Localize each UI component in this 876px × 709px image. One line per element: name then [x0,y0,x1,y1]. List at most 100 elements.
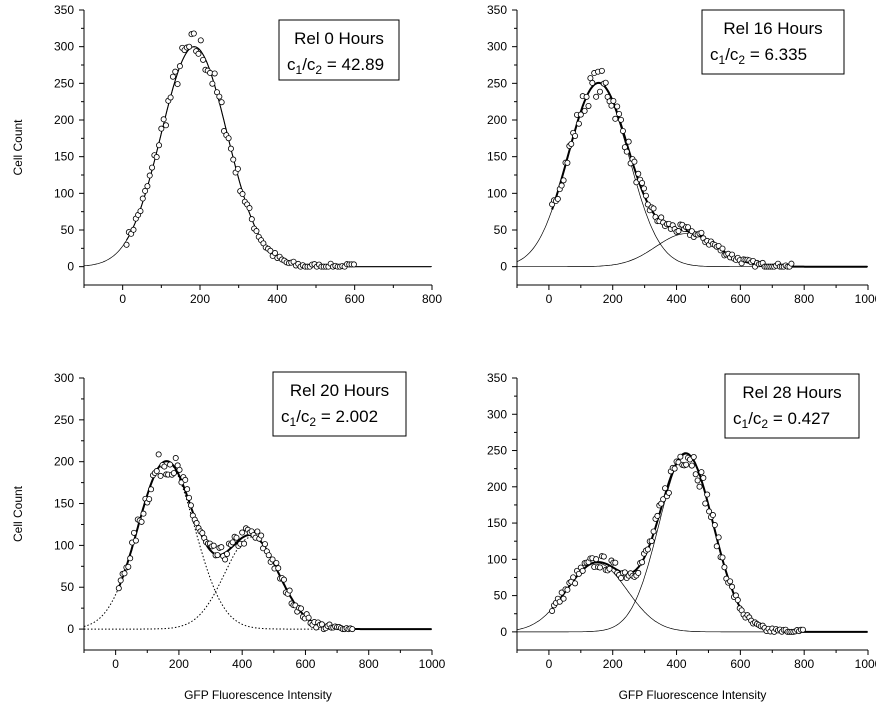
data-point [640,185,647,192]
data-point [127,555,134,562]
data-point [137,208,144,215]
data-point [176,466,183,473]
data-point [589,79,596,86]
data-point [598,67,605,74]
data-point [197,37,204,44]
data-point [139,195,146,202]
data-point [162,122,169,129]
x-tick-label: 0 [112,657,119,671]
data-point [729,583,736,590]
y-tick-label: 300 [54,371,74,385]
component-curve-1 [84,461,432,630]
data-point [570,574,577,581]
data-point [572,580,579,587]
x-tick-label: 1000 [855,657,876,671]
data-point [665,489,672,496]
data-point [621,569,628,576]
y-axis-label: Cell Count [11,119,25,176]
data-point [225,135,232,142]
y-tick-label: 350 [54,3,74,17]
data-point [572,132,579,139]
y-tick-label: 50 [61,580,75,594]
data-point [658,214,665,221]
data-point [596,88,603,95]
data-point [585,102,592,109]
y-tick-label: 100 [54,186,74,200]
data-point [241,540,248,547]
data-point [233,534,240,541]
data-point [696,483,703,490]
data-point [616,110,623,117]
data-point [660,496,667,503]
data-point [239,529,246,536]
data-point [186,43,193,50]
data-point [734,597,741,604]
y-tick-label: 50 [61,223,75,237]
data-point [121,570,128,577]
data-point [568,141,575,148]
data-point [187,502,194,509]
data-point [227,145,234,152]
data-point [222,556,229,563]
data-point [211,70,218,77]
y-tick-label: 300 [487,40,507,54]
data-point [186,494,193,501]
data-point [700,474,707,481]
data-point [727,578,734,585]
data-point [117,577,124,584]
data-point [644,546,651,553]
data-point [184,486,191,493]
data-point [625,138,632,145]
data-point [125,563,132,570]
annotation-box [701,9,845,75]
data-point [234,165,241,172]
data-point [711,522,718,529]
data-point [218,544,225,551]
y-tick-label: 300 [54,40,74,54]
data-point [635,170,642,177]
data-point [214,552,221,559]
x-tick-label: 800 [422,292,442,306]
x-tick-label: 600 [730,657,750,671]
data-point [142,187,149,194]
data-point [248,216,255,223]
x-tick-label: 400 [667,292,687,306]
data-point [298,605,305,612]
y-tick-label: 100 [487,186,507,200]
data-point [267,247,274,254]
x-tick-label: 800 [794,292,814,306]
data-point [223,550,230,557]
data-point [612,559,619,566]
data-point [602,79,609,86]
data-point [704,491,711,498]
x-tick-label: 1000 [855,292,876,306]
panel-3: 0 50 100 150 200 250 300 0 200 400 600 800 1000 Cell … [11,371,446,702]
data-point [788,260,795,267]
y-tick-label: 350 [487,3,507,17]
data-point [683,461,690,468]
component-curve-2 [517,453,868,633]
data-point [583,93,590,100]
data-point [167,461,174,468]
data-point [269,556,276,563]
data-point [593,93,600,100]
data-point [721,564,728,571]
y-tick-label: 250 [54,413,74,427]
data-point [193,520,200,527]
data-point [218,99,225,106]
data-point [671,465,678,472]
plot-area [84,30,432,270]
data-point [677,453,684,460]
data-point [167,94,174,101]
x-tick-label: 800 [794,657,814,671]
data-point [719,245,726,252]
data-point [694,477,701,484]
x-tick-label: 0 [119,292,126,306]
y-tick-label: 150 [487,516,507,530]
y-tick-label: 200 [54,113,74,127]
data-point [272,250,279,257]
data-point [719,554,726,561]
total-fit-curve [551,452,868,633]
data-point [209,80,216,87]
data-point [200,56,207,63]
